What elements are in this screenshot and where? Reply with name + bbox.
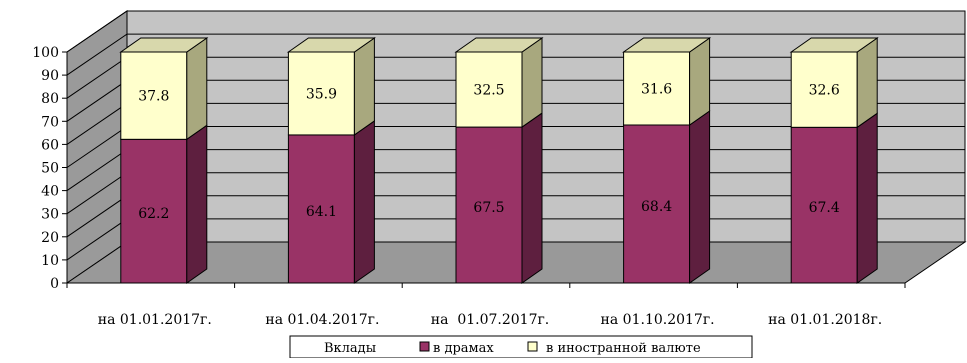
bar-drams: [455, 126, 523, 284]
y-tick-label: 0: [50, 276, 59, 292]
x-category-label: на 01.04.2017г.: [265, 312, 379, 328]
bar-stack: 64.1 35.9: [286, 37, 376, 284]
y-tick-label: 100: [32, 45, 59, 61]
bar-top: [789, 37, 879, 53]
data-label-foreign: 31.6: [641, 81, 672, 97]
x-category-label: на 01.01.2018г.: [768, 312, 882, 328]
bar-drams-side: [353, 119, 375, 284]
y-tick-label: 90: [41, 68, 59, 84]
bar-foreign: [455, 51, 523, 128]
data-label-drams: 64.1: [306, 204, 337, 220]
bar-stack: 67.4 32.6: [789, 37, 879, 284]
y-tick-label: 40: [41, 184, 59, 200]
data-label-drams: 68.4: [641, 199, 672, 215]
data-label-foreign: 35.9: [306, 86, 337, 102]
y-tick-label: 20: [41, 230, 59, 246]
x-category-label: на 01.10.2017г.: [601, 312, 715, 328]
legend-label-foreign: в иностранной валюте: [546, 341, 701, 356]
bar-top: [454, 37, 544, 53]
bar-foreign-side: [689, 37, 711, 126]
gridline: [66, 10, 965, 53]
y-axis: 0 10 20 30 40 50 60 70 80 90 100: [32, 45, 68, 292]
data-label-foreign: 37.8: [138, 89, 169, 105]
data-label-foreign: 32.6: [809, 83, 840, 99]
bar-drams: [790, 126, 858, 284]
bar-stack: 68.4 31.6: [622, 37, 712, 284]
x-axis: на 01.01.2017г. на 01.04.2017г. на 01.07.2…: [66, 282, 906, 328]
bar-foreign-side: [856, 37, 878, 129]
legend: Вклады в драмах в иностранной валюте: [289, 335, 753, 359]
y-tick-label: 70: [41, 114, 59, 130]
bar-stack: 67.5 32.5: [454, 37, 544, 284]
bars: 62.2 37.8 64.1 35.9 67.5 32.5 68.4 31.6 67.4 32.6: [119, 37, 879, 284]
bar-top: [622, 37, 712, 53]
y-tick-label: 60: [41, 137, 59, 153]
legend-swatch-foreign: [527, 341, 538, 352]
gridline: [66, 33, 965, 76]
bar-foreign-side: [186, 37, 208, 141]
legend-label-drams: в драмах: [433, 341, 494, 356]
bar-foreign: [287, 51, 355, 136]
bar-drams-side: [186, 124, 208, 284]
y-tick-label: 50: [41, 161, 59, 177]
bar-foreign-side: [353, 37, 375, 136]
bar-stack: 62.2 37.8: [119, 37, 209, 284]
y-tick-label: 80: [41, 91, 59, 107]
bar-top: [286, 37, 376, 53]
x-category-label: на 01.07.2017г.: [431, 312, 550, 328]
legend-swatch-drams: [419, 341, 430, 352]
y-tick-label: 10: [41, 253, 59, 269]
data-label-drams: 62.2: [138, 206, 169, 222]
bar-top: [119, 37, 209, 53]
data-label-foreign: 32.5: [473, 83, 504, 99]
bar-drams-side: [521, 112, 543, 284]
x-category-label: на 01.01.2017г.: [98, 312, 212, 328]
bar-drams: [623, 124, 691, 284]
y-tick-label: 30: [41, 207, 59, 223]
data-label-drams: 67.4: [809, 200, 840, 216]
bar-drams: [287, 134, 355, 284]
bar-drams-side: [689, 110, 711, 284]
bar-foreign: [790, 51, 858, 128]
data-label-drams: 67.5: [473, 200, 504, 216]
bar-foreign-side: [521, 37, 543, 129]
bar-drams-side: [856, 112, 878, 284]
legend-title: Вклады: [324, 341, 376, 356]
